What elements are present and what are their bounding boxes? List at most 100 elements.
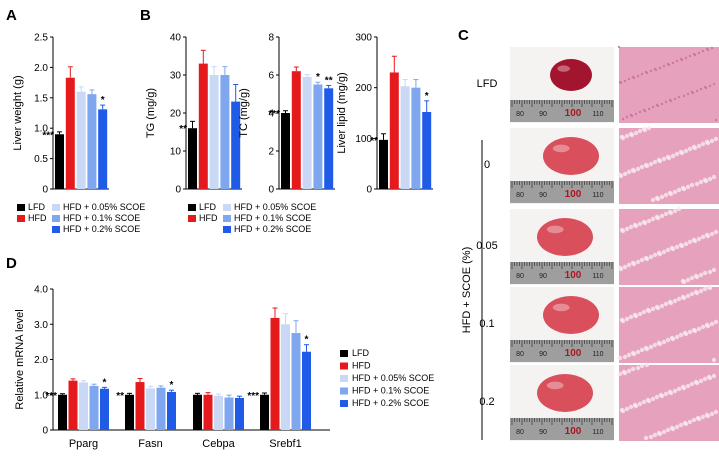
ruler	[510, 100, 614, 122]
tissue-texture	[711, 373, 717, 379]
tissue-texture	[680, 384, 686, 390]
tissue-texture	[671, 61, 675, 65]
legend-label: LFD	[352, 348, 370, 358]
category-label: Cebpa	[202, 438, 235, 450]
tissue-texture	[628, 224, 634, 230]
significance-label: *	[101, 95, 105, 106]
y-tick-label: 30	[170, 71, 182, 82]
tissue-texture	[659, 303, 665, 309]
legend-label: HFD + 0.1% SCOE	[352, 386, 429, 396]
tissue-texture	[687, 239, 693, 245]
photo-row: 80 90 100 110 0.05	[476, 206, 719, 285]
tissue-texture	[630, 350, 636, 356]
tissue-texture	[711, 357, 717, 363]
y-tick-label: 2.0	[34, 355, 48, 366]
tissue-texture	[709, 138, 715, 144]
tissue-texture	[672, 208, 678, 214]
tissue-texture	[641, 219, 647, 225]
tissue-texture	[623, 79, 627, 83]
tissue-texture	[627, 77, 631, 81]
tissue-texture	[683, 241, 689, 247]
legend-swatch	[52, 204, 60, 211]
bar	[167, 391, 176, 430]
bar	[422, 111, 432, 189]
bar	[302, 76, 312, 189]
tissue-texture	[713, 229, 719, 235]
bar	[198, 63, 208, 189]
tissue-texture	[678, 422, 684, 428]
tissue-texture	[713, 319, 719, 325]
y-axis-label: Liver weight (g)	[12, 75, 24, 150]
y-tick-label: 2	[268, 147, 274, 158]
tissue-texture	[635, 365, 641, 371]
legend-label: HFD	[199, 213, 218, 223]
y-tick-label: 2.0	[34, 63, 48, 74]
tissue-texture	[659, 213, 665, 219]
liver-specimen	[543, 137, 599, 175]
tissue-texture	[633, 130, 639, 136]
ruler-number: 100	[565, 108, 582, 119]
tissue-texture	[701, 49, 705, 53]
significance-label: ***	[247, 391, 259, 402]
y-axis-label: TG (mg/g)	[145, 88, 157, 138]
tissue-texture	[643, 255, 649, 261]
ruler-number: 110	[592, 273, 603, 280]
tissue-texture	[697, 51, 701, 55]
ruler-number: 100	[565, 426, 582, 437]
legend-swatch	[340, 375, 348, 382]
legend-swatch	[223, 204, 231, 211]
tissue-texture	[669, 335, 675, 341]
bar	[79, 382, 88, 430]
tissue-texture	[687, 146, 693, 152]
panel-letter-c: C	[458, 27, 469, 44]
tissue-texture	[622, 264, 628, 270]
legend-label: HFD	[352, 361, 371, 371]
bar	[214, 395, 223, 430]
photo-row: 80 90 100 110 0	[484, 125, 719, 204]
y-tick-label: 40	[170, 33, 182, 44]
ruler-number: 100	[565, 348, 582, 359]
tissue-texture	[706, 284, 712, 290]
tissue-texture	[713, 136, 719, 142]
y-tick-label: 1.0	[34, 124, 48, 135]
tissue-texture	[675, 59, 679, 63]
tissue-texture	[698, 179, 704, 185]
tissue-texture	[625, 115, 629, 119]
tissue-texture	[691, 417, 697, 423]
tissue-texture	[650, 197, 656, 203]
y-tick-label: 20	[170, 109, 182, 120]
tissue-texture	[698, 378, 704, 384]
tissue-texture	[637, 401, 643, 407]
tissue-texture	[617, 45, 621, 49]
tissue-texture	[711, 174, 717, 180]
liver-highlight	[546, 225, 564, 234]
category-label: Fasn	[138, 438, 162, 450]
tissue-texture	[648, 161, 654, 167]
tissue-texture	[640, 72, 644, 76]
bar	[76, 91, 86, 189]
significance-label: **	[179, 124, 187, 135]
tissue-texture	[617, 355, 623, 361]
photo-row: 80 90 100 110 LFD	[477, 45, 719, 123]
bar	[156, 387, 166, 430]
tissue-texture	[631, 75, 635, 79]
tissue-texture	[639, 347, 645, 353]
significance-label: *	[170, 380, 174, 391]
group-label: HFD + SCOE (%)	[461, 247, 473, 333]
legend-mrna: LFD HFD HFD + 0.05% SCOE HFD + 0.1% SCOE HFD…	[340, 348, 434, 408]
tissue-texture	[667, 190, 673, 196]
bar	[135, 382, 145, 430]
tissue-texture	[685, 383, 691, 389]
tissue-texture	[702, 270, 708, 276]
tissue-texture	[691, 237, 697, 243]
y-tick-label: 0	[268, 185, 274, 196]
tissue-texture	[666, 62, 670, 66]
tissue-texture	[635, 349, 641, 355]
tissue-texture	[712, 82, 716, 86]
tissue-texture	[713, 409, 719, 415]
tissue-texture	[643, 345, 649, 351]
